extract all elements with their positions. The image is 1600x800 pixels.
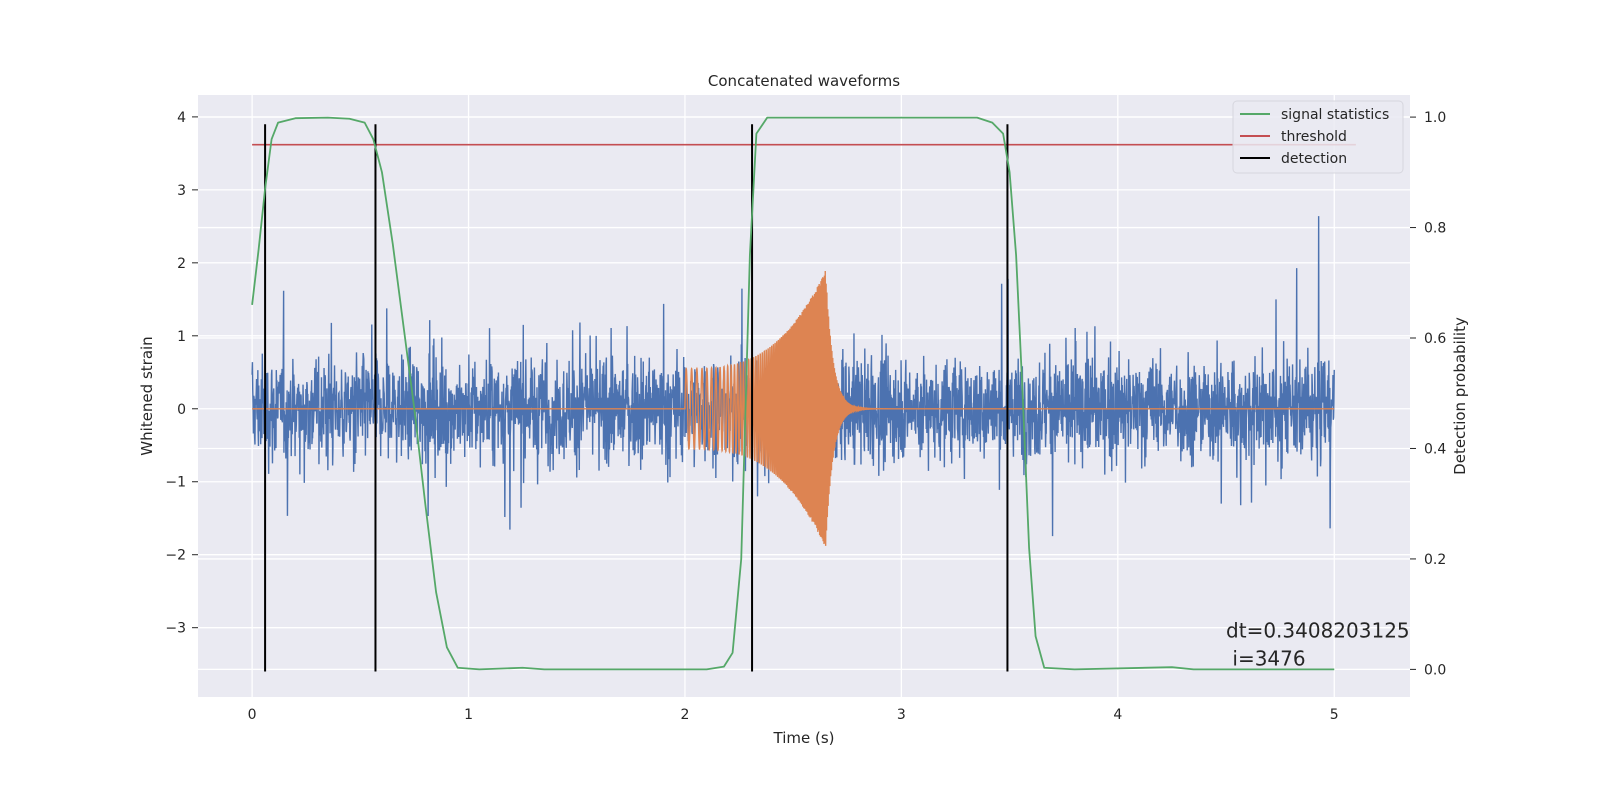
y-right-tick-label: 0.0 <box>1424 662 1446 678</box>
y-right-tick-label: 0.2 <box>1424 552 1446 568</box>
y-left-tick-label: 4 <box>177 110 186 126</box>
annotation-dt: dt=0.3408203125 <box>1226 619 1410 643</box>
y-left-tick-label: −1 <box>165 475 186 491</box>
y-right-tick-label: 1.0 <box>1424 110 1446 126</box>
x-tick-label: 4 <box>1113 707 1122 723</box>
chirp-series-line <box>252 270 1335 546</box>
legend-box <box>1232 100 1404 174</box>
ticks: 0 1 2 3 4 5 −3 −2 −1 0 1 2 3 4 0.0 0.2 0.4 0.6 0.8 1.0 <box>165 110 1446 723</box>
x-tick-label: 2 <box>681 707 690 723</box>
y-right-tick-label: 0.6 <box>1424 331 1446 347</box>
legend-label: detection <box>1281 151 1347 167</box>
y-axis-left-label: Whitened strain <box>138 336 156 455</box>
annotation: dt=0.3408203125 i=3476 <box>1226 619 1410 671</box>
annotation-index: i=3476 <box>1226 647 1306 671</box>
y-left-tick-label: 1 <box>177 329 186 345</box>
legend-label: threshold <box>1281 129 1347 145</box>
x-tick-label: 5 <box>1330 707 1339 723</box>
y-left-tick-label: 3 <box>177 183 186 199</box>
x-tick-label: 3 <box>897 707 906 723</box>
signal-statistics-line <box>251 116 1335 671</box>
x-tick-label: 1 <box>464 707 473 723</box>
x-axis-label: Time (s) <box>773 729 835 747</box>
y-right-tick-label: 0.8 <box>1424 221 1446 237</box>
y-axis-right-label: Detection probability <box>1451 317 1469 475</box>
y-left-tick-label: 2 <box>177 256 186 272</box>
y-left-tick-label: −3 <box>165 621 186 637</box>
data-layer <box>251 116 1356 672</box>
grid <box>198 95 1410 697</box>
y-right-tick-label: 0.4 <box>1424 441 1446 457</box>
y-left-tick-label: 0 <box>177 402 186 418</box>
legend-label: signal statistics <box>1281 107 1389 123</box>
legend: signal statistics threshold detection <box>1232 100 1404 174</box>
x-tick-label: 0 <box>248 707 257 723</box>
chart-title: Concatenated waveforms <box>708 72 900 90</box>
y-left-tick-label: −2 <box>165 548 186 564</box>
